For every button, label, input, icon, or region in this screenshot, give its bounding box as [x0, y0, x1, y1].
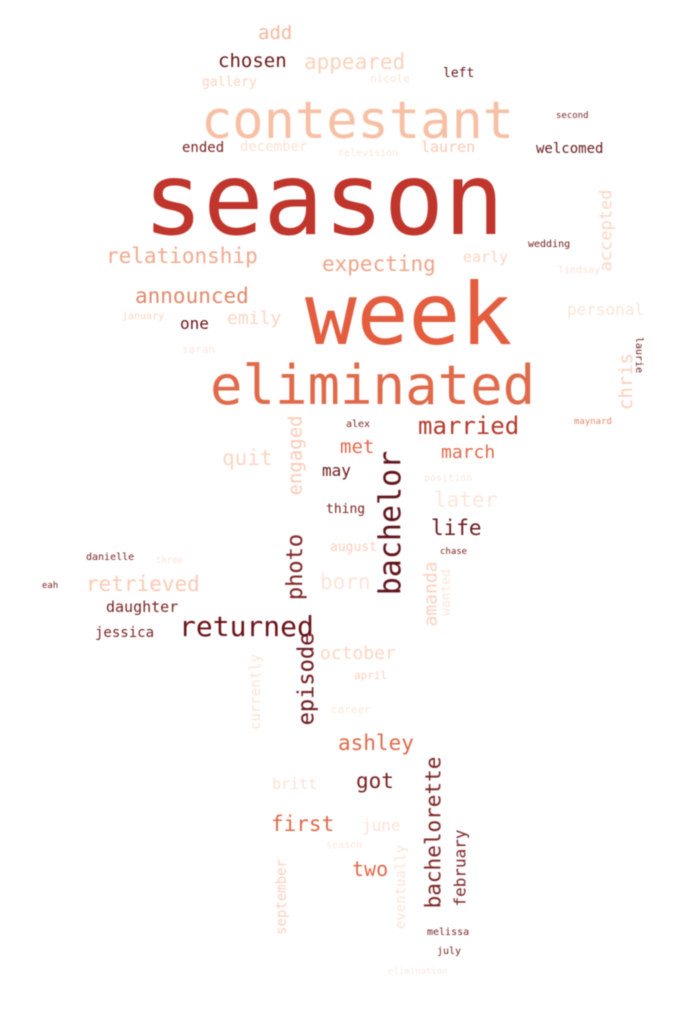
word-december: december	[240, 139, 308, 155]
word-alex: alex	[346, 419, 371, 430]
word-lindsay: lindsay	[558, 265, 601, 276]
word-maynard: maynard	[574, 417, 612, 427]
word-march: march	[441, 442, 496, 463]
word-currently: currently	[247, 654, 264, 730]
word-season-small: season	[326, 840, 363, 851]
word-one: one	[180, 314, 209, 333]
word-television: television	[338, 148, 399, 159]
word-retrieved: retrieved	[86, 572, 200, 596]
word-contestant: contestant	[201, 91, 515, 151]
word-elimination: elimination	[388, 967, 448, 977]
word-add: add	[258, 22, 293, 44]
word-january: january	[122, 311, 165, 322]
word-april: april	[354, 669, 388, 682]
word-nicole: nicole	[370, 72, 410, 85]
word-lauren: lauren	[421, 138, 476, 156]
word-chosen: chosen	[218, 50, 287, 72]
word-welcomed: welcomed	[536, 141, 604, 157]
word-eliminated: eliminated	[210, 354, 536, 417]
word-married: married	[418, 412, 520, 440]
word-thing: thing	[326, 502, 366, 517]
word-chase: chase	[440, 547, 468, 557]
word-amanda: amanda	[420, 561, 442, 627]
word-melissa: melissa	[427, 927, 470, 938]
word-june: june	[362, 816, 401, 835]
word-february: february	[450, 829, 470, 907]
word-returned: returned	[179, 610, 314, 643]
word-july: july	[437, 946, 462, 957]
word-emily: emily	[227, 308, 282, 329]
word-gallery: gallery	[202, 75, 257, 90]
word-laurie: laurie	[633, 336, 645, 374]
word-sarah: sarah	[182, 343, 216, 356]
word-photo: photo	[283, 533, 309, 601]
word-bachelor: bachelor	[373, 450, 409, 596]
word-two: two	[352, 857, 389, 881]
word-episode: episode	[294, 632, 320, 726]
word-ended: ended	[182, 140, 225, 156]
word-left: left	[443, 66, 475, 81]
word-eah: eah	[42, 581, 59, 591]
word-jessica: jessica	[95, 625, 155, 641]
word-got: got	[356, 769, 394, 793]
word-early: early	[463, 248, 509, 266]
word-career: career	[331, 703, 371, 716]
word-britt: britt	[272, 775, 318, 793]
word-quit: quit	[222, 446, 273, 470]
word-danielle: danielle	[86, 552, 135, 563]
word-september: september	[273, 859, 290, 935]
word-announced: announced	[135, 284, 249, 308]
word-personal: personal	[567, 300, 645, 319]
word-second: second	[556, 111, 589, 121]
word-accepted: accepted	[596, 189, 617, 272]
word-week: week	[305, 265, 513, 365]
word-three: three	[156, 556, 184, 566]
word-expecting: expecting	[322, 252, 436, 276]
word-first: first	[271, 812, 335, 836]
word-position: position	[424, 473, 473, 484]
word-born: born	[320, 570, 371, 594]
word-august: august	[330, 540, 377, 555]
word-eventually: eventually	[393, 844, 410, 930]
word-ashley: ashley	[338, 731, 414, 755]
word-appeared: appeared	[304, 50, 406, 74]
word-relationship: relationship	[106, 244, 258, 268]
word-daughter: daughter	[106, 598, 179, 616]
word-life: life	[431, 516, 482, 540]
word-wedding: wedding	[528, 239, 571, 250]
word-may: may	[322, 461, 351, 480]
word-october: october	[320, 643, 396, 664]
word-season: season	[143, 141, 505, 258]
word-later: later	[434, 488, 498, 512]
word-wanted: wanted	[438, 569, 454, 616]
word-bachelorette: bachelorette	[421, 756, 446, 909]
word-engaged: engaged	[284, 415, 307, 496]
word-met: met	[340, 436, 375, 458]
